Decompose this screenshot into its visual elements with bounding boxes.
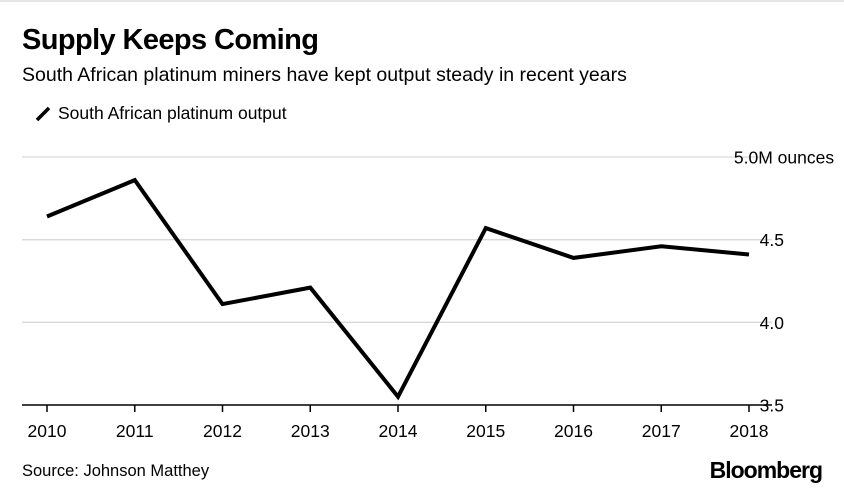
x-tick-label: 2015 — [466, 421, 505, 441]
chart-title: Supply Keeps Coming — [22, 24, 319, 56]
x-tick-label: 2014 — [379, 421, 418, 441]
x-tick-labels: 2010 2011 2012 2013 2014 2015 2016 2017 2018 — [28, 421, 769, 441]
y-tick-labels: 5.0M ounces 4.5 4.0 3.5 — [734, 148, 834, 416]
x-tick-label: 2017 — [642, 421, 681, 441]
x-tick-label: 2010 — [28, 421, 67, 441]
series-line — [46, 177, 750, 401]
brand-logo: Bloomberg — [709, 457, 823, 483]
x-axis — [22, 404, 772, 412]
gridlines — [22, 156, 772, 323]
legend-label: South African platinum output — [58, 102, 287, 123]
y-tick-label: 3.5 — [760, 396, 784, 416]
x-tick-label: 2011 — [116, 421, 154, 441]
x-tick-label: 2013 — [291, 421, 330, 441]
chart-subtitle: South African platinum miners have kept … — [22, 64, 627, 86]
series-layer — [46, 177, 750, 401]
legend: South African platinum output — [34, 100, 287, 126]
source-note: Source: Johnson Matthey — [22, 462, 210, 480]
x-tick-label: 2018 — [730, 421, 769, 441]
x-tick-label: 2012 — [203, 421, 242, 441]
x-tick-label: 2016 — [554, 421, 593, 441]
y-tick-label: 4.5 — [760, 230, 784, 250]
y-tick-label: 5.0M ounces — [734, 148, 834, 168]
y-tick-label: 4.0 — [760, 313, 785, 333]
legend-line-icon — [35, 106, 51, 122]
top-rule — [0, 0, 844, 2]
